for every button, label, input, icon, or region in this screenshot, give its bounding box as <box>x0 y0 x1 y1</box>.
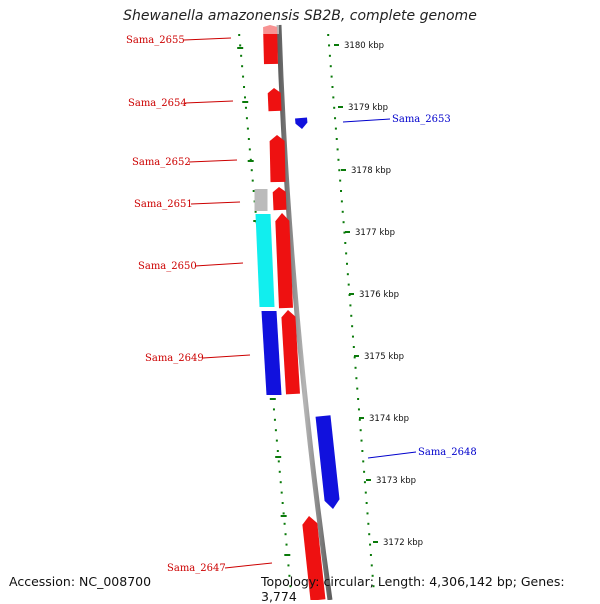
tick-mark-major-left-8 <box>280 515 287 517</box>
tick-mark-major-left-2 <box>247 160 254 162</box>
gene-block-sama-2655[interactable] <box>263 25 278 65</box>
gene-block-sama-2649[interactable] <box>281 310 300 395</box>
scale-tick-mark <box>373 541 378 543</box>
gene-block-sama-2653[interactable] <box>295 117 308 129</box>
gene-label-sama-2655[interactable]: Sama_2655 <box>126 35 185 46</box>
scale-tick-label: 3177 kbp <box>355 228 395 238</box>
gene-label-sama-2649[interactable]: Sama_2649 <box>145 353 204 364</box>
scale-tick-mark <box>349 293 354 295</box>
gene-fade <box>262 22 279 34</box>
scale-tick-mark <box>359 417 364 419</box>
gene-label-sama-2654[interactable]: Sama_2654 <box>128 98 187 109</box>
gene-label-sama-2648[interactable]: Sama_2648 <box>418 447 477 458</box>
genome-backbone <box>276 24 333 601</box>
tick-mark-major-left-9 <box>284 554 291 556</box>
scale-tick-label: 3179 kbp <box>348 103 388 113</box>
scale-tick-mark <box>366 479 371 481</box>
gene-block-sama-2650[interactable] <box>275 213 293 309</box>
gene-block-sama-2647[interactable] <box>302 516 326 601</box>
scale-tick-label: 3173 kbp <box>376 476 416 486</box>
gene-label-sama-2653[interactable]: Sama_2653 <box>392 114 451 125</box>
leader-line <box>190 201 241 205</box>
leader-line <box>342 118 391 123</box>
scale-tick-mark <box>345 231 350 233</box>
gene-block-sama-2654[interactable] <box>267 88 282 112</box>
gene-block-sama-2652[interactable] <box>269 135 286 183</box>
leader-line <box>184 100 234 104</box>
gene-label-sama-2650[interactable]: Sama_2650 <box>138 261 197 272</box>
scale-tick-label: 3180 kbp <box>344 41 384 51</box>
gene-labels: Sama_2655 Sama_2654 Sama_2653 Sama_2652 Sama… <box>126 35 477 574</box>
scale-tick-mark <box>341 169 346 171</box>
gene-blocks <box>254 22 340 601</box>
gene-label-sama-2652[interactable]: Sama_2652 <box>132 157 191 168</box>
leader-line <box>183 37 232 41</box>
scale-tick-mark <box>338 106 343 108</box>
gene-label-sama-2647[interactable]: Sama_2647 <box>167 563 226 574</box>
tick-mark-major-left-7 <box>275 456 282 458</box>
leader-line <box>367 451 417 459</box>
scale-tick-label: 3178 kbp <box>351 166 391 176</box>
leader-line <box>188 159 238 163</box>
feature-block-blue[interactable] <box>261 311 282 395</box>
tick-mark-major-left-6 <box>269 398 276 400</box>
gene-label-sama-2651[interactable]: Sama_2651 <box>134 199 193 210</box>
feature-block-gray[interactable] <box>254 189 268 211</box>
scale-tick-label: 3174 kbp <box>369 414 409 424</box>
scale-tick-label: 3172 kbp <box>383 538 423 548</box>
scale-tick-mark <box>354 355 359 357</box>
tick-mark-major-left-0 <box>237 47 244 49</box>
leader-line <box>202 354 251 359</box>
leader-line <box>224 562 273 569</box>
tick-mark-major-left-1 <box>242 101 249 103</box>
gene-block-sama-2648[interactable] <box>315 415 340 509</box>
accession-text: Accession: NC_008700 <box>9 574 152 589</box>
scale-tick-label: 3175 kbp <box>364 352 404 362</box>
scale-tick-label: 3176 kbp <box>359 290 399 300</box>
leader-line <box>194 262 244 267</box>
feature-block-cyan[interactable] <box>255 214 275 307</box>
scale-tick-mark <box>334 44 339 46</box>
gene-block-sama-2651[interactable] <box>272 187 287 211</box>
genome-title: Shewanella amazonensis SB2B, complete ge… <box>123 8 477 24</box>
